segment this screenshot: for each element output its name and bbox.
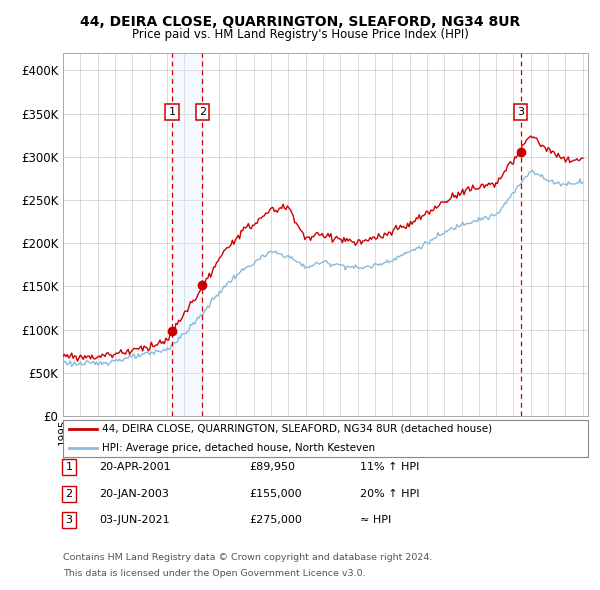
Text: 3: 3	[517, 107, 524, 117]
Text: 2: 2	[199, 107, 206, 117]
Bar	[172, 53, 202, 416]
Text: Price paid vs. HM Land Registry's House Price Index (HPI): Price paid vs. HM Land Registry's House …	[131, 28, 469, 41]
Text: 2: 2	[65, 489, 73, 499]
Text: 20% ↑ HPI: 20% ↑ HPI	[360, 489, 419, 499]
Text: 1: 1	[169, 107, 175, 117]
Text: 20-APR-2001: 20-APR-2001	[99, 463, 170, 472]
Text: 3: 3	[65, 516, 73, 525]
Text: HPI: Average price, detached house, North Kesteven: HPI: Average price, detached house, Nort…	[103, 443, 376, 453]
Text: Contains HM Land Registry data © Crown copyright and database right 2024.: Contains HM Land Registry data © Crown c…	[63, 553, 433, 562]
Text: 44, DEIRA CLOSE, QUARRINGTON, SLEAFORD, NG34 8UR: 44, DEIRA CLOSE, QUARRINGTON, SLEAFORD, …	[80, 15, 520, 29]
Text: 03-JUN-2021: 03-JUN-2021	[99, 516, 170, 525]
Text: 44, DEIRA CLOSE, QUARRINGTON, SLEAFORD, NG34 8UR (detached house): 44, DEIRA CLOSE, QUARRINGTON, SLEAFORD, …	[103, 424, 493, 434]
Text: 11% ↑ HPI: 11% ↑ HPI	[360, 463, 419, 472]
Text: This data is licensed under the Open Government Licence v3.0.: This data is licensed under the Open Gov…	[63, 569, 365, 578]
Text: £155,000: £155,000	[249, 489, 302, 499]
Text: £89,950: £89,950	[249, 463, 295, 472]
Text: 20-JAN-2003: 20-JAN-2003	[99, 489, 169, 499]
Text: £275,000: £275,000	[249, 516, 302, 525]
Text: 1: 1	[65, 463, 73, 472]
Text: ≈ HPI: ≈ HPI	[360, 516, 391, 525]
